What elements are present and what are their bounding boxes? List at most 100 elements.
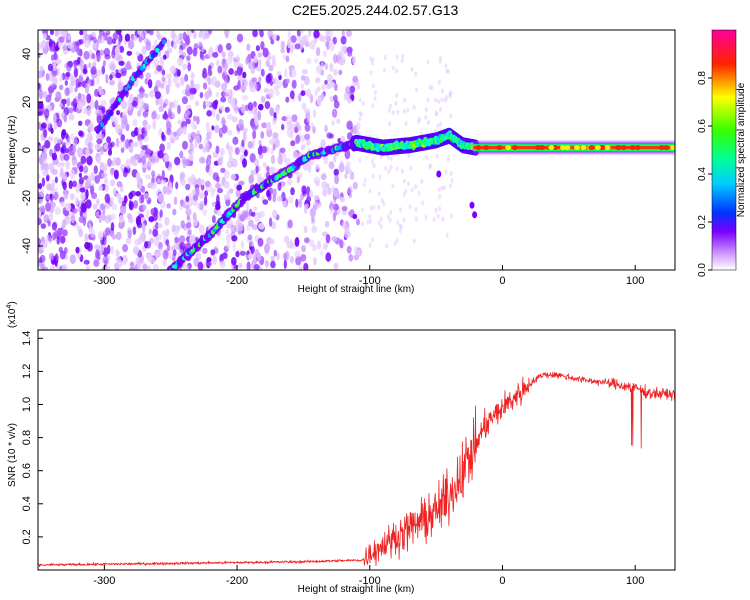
noise-blob <box>80 59 84 68</box>
noise-blob <box>96 52 101 63</box>
noise-blob <box>204 190 209 197</box>
noise-blob <box>129 266 136 270</box>
noise-blob <box>110 141 115 148</box>
noise-blob <box>207 77 212 86</box>
noise-blob <box>140 185 146 193</box>
noise-blob <box>187 62 192 72</box>
noise-blob <box>242 213 247 220</box>
noise-blob <box>391 183 395 189</box>
noise-blob <box>157 33 163 41</box>
noise-blob <box>94 175 100 184</box>
noise-blob <box>173 230 179 236</box>
stable-hotspot <box>511 145 518 151</box>
noise-blob <box>388 121 392 127</box>
noise-blob <box>323 155 329 165</box>
noise-blob <box>102 30 109 34</box>
noise-blob <box>66 65 72 72</box>
noise-blob <box>371 173 375 179</box>
noise-blob <box>300 144 305 151</box>
noise-blob <box>424 107 428 113</box>
noise-blob <box>217 187 223 194</box>
noise-blob <box>334 83 338 92</box>
ridge-core <box>137 69 142 74</box>
noise-blob <box>166 203 171 209</box>
noise-blob <box>97 105 104 111</box>
noise-blob <box>185 208 192 216</box>
spectrogram-xtick-label: -300 <box>93 275 115 287</box>
noise-blob <box>226 114 234 120</box>
noise-blob <box>51 222 58 231</box>
noise-blob <box>253 205 258 212</box>
noise-blob <box>253 255 257 265</box>
noise-blob <box>97 156 101 164</box>
noise-blob <box>228 154 233 163</box>
noise-blob <box>197 40 202 47</box>
noise-blob <box>287 219 293 229</box>
noise-blob <box>333 100 340 109</box>
spectrogram-xtick-label: 100 <box>626 275 644 287</box>
noise-blob <box>248 208 253 217</box>
noise-blob <box>135 172 141 181</box>
noise-blob <box>39 65 44 72</box>
noise-blob <box>77 56 81 65</box>
noise-blob <box>44 108 50 119</box>
noise-blob <box>169 65 176 75</box>
noise-blob <box>122 244 129 253</box>
noise-blob <box>370 158 374 164</box>
noise-blob <box>102 165 108 172</box>
noise-blob <box>220 167 226 173</box>
noise-blob <box>166 121 172 131</box>
noise-blob <box>67 41 74 49</box>
noise-blob <box>310 122 314 128</box>
spectrogram-content <box>38 30 675 270</box>
noise-blob <box>107 158 112 167</box>
stable-hotspot <box>615 145 622 151</box>
noise-blob <box>341 205 348 212</box>
noise-blob <box>357 249 361 257</box>
noise-blob <box>120 134 125 143</box>
noise-blob <box>395 54 399 60</box>
noise-blob <box>272 194 277 203</box>
noise-blob <box>234 147 240 155</box>
noise-blob <box>128 93 134 102</box>
noise-blob <box>182 140 188 150</box>
noise-blob <box>345 85 351 95</box>
noise-blob <box>223 180 230 189</box>
noise-blob <box>257 146 263 156</box>
noise-blob <box>386 214 390 220</box>
noise-blob <box>163 98 170 105</box>
noise-blob <box>161 76 166 83</box>
noise-blob <box>174 236 180 243</box>
noise-blob <box>100 99 107 107</box>
noise-blob <box>426 97 430 103</box>
noise-blob <box>110 222 115 231</box>
noise-blob <box>325 234 331 244</box>
noise-blob <box>156 65 163 72</box>
noise-blob <box>151 170 156 178</box>
noise-blob <box>51 202 56 208</box>
noise-blob <box>138 87 145 94</box>
noise-blob <box>157 193 164 203</box>
noise-blob <box>62 45 68 51</box>
noise-blob <box>273 249 277 257</box>
noise-blob <box>109 79 115 86</box>
noise-blob <box>131 160 138 167</box>
noise-blob <box>248 240 254 247</box>
noise-blob <box>173 241 179 249</box>
noise-blob <box>78 176 85 185</box>
noise-blob <box>161 131 165 141</box>
noise-blob <box>348 253 354 262</box>
noise-blob <box>193 30 197 39</box>
noise-blob <box>196 116 200 125</box>
noise-blob <box>38 89 44 100</box>
noise-blob <box>142 204 147 211</box>
noise-blob <box>182 158 187 169</box>
noise-blob <box>157 150 164 159</box>
noise-blob <box>304 108 311 115</box>
noise-blob <box>154 251 160 259</box>
noise-blob <box>166 141 171 151</box>
noise-blob <box>391 65 395 71</box>
noise-blob <box>144 192 150 201</box>
noise-blob <box>276 70 282 76</box>
